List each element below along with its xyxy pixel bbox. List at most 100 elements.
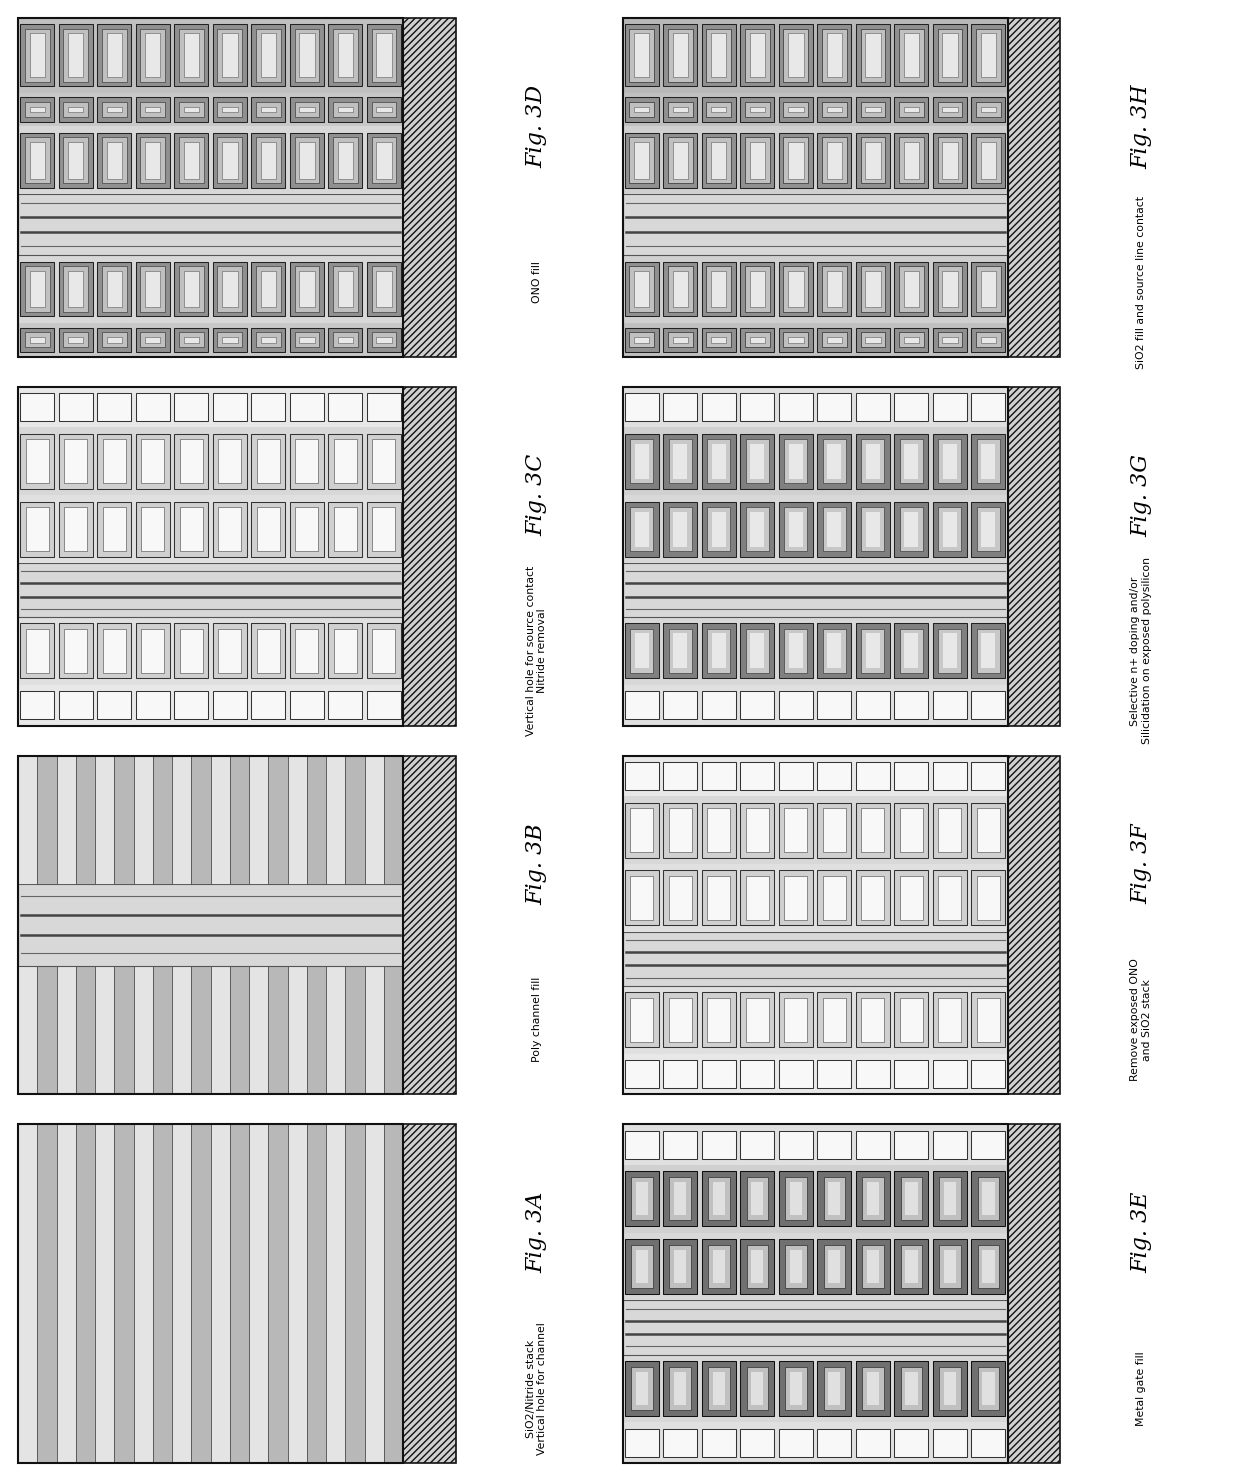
- Bar: [636, 1182, 649, 1216]
- Bar: [702, 871, 735, 926]
- Bar: [37, 1124, 57, 1463]
- Bar: [745, 629, 769, 672]
- Bar: [822, 102, 847, 117]
- Bar: [260, 271, 277, 307]
- Bar: [708, 1367, 729, 1410]
- Bar: [779, 1361, 812, 1416]
- Bar: [622, 1300, 1008, 1355]
- Bar: [329, 502, 362, 557]
- Bar: [625, 1171, 658, 1226]
- Bar: [779, 98, 812, 121]
- Bar: [288, 1124, 306, 1463]
- Bar: [707, 440, 730, 483]
- Bar: [136, 392, 170, 421]
- Bar: [622, 428, 1008, 495]
- Bar: [668, 629, 692, 672]
- Bar: [942, 271, 957, 307]
- Bar: [630, 809, 653, 852]
- Bar: [740, 262, 774, 317]
- Bar: [222, 271, 238, 307]
- Bar: [900, 629, 923, 672]
- Bar: [827, 634, 841, 668]
- Bar: [740, 434, 774, 489]
- Bar: [779, 871, 812, 926]
- Bar: [622, 1166, 1008, 1232]
- Bar: [740, 1429, 774, 1457]
- Text: Fig. 3F: Fig. 3F: [1130, 823, 1152, 905]
- Bar: [663, 1429, 697, 1457]
- Bar: [932, 434, 967, 489]
- Bar: [306, 755, 326, 884]
- Text: SiO2/Nitride stack
Vertical hole for channel: SiO2/Nitride stack Vertical hole for cha…: [526, 1323, 547, 1454]
- Bar: [784, 267, 808, 312]
- Bar: [631, 1246, 652, 1288]
- Bar: [790, 1371, 802, 1405]
- Bar: [191, 1124, 211, 1463]
- Bar: [702, 1429, 735, 1457]
- Bar: [977, 1246, 999, 1288]
- Bar: [25, 138, 50, 184]
- Bar: [290, 692, 324, 720]
- Bar: [707, 875, 730, 920]
- Bar: [971, 133, 1006, 188]
- Bar: [971, 624, 1006, 678]
- Bar: [1008, 755, 1060, 1094]
- Bar: [634, 271, 650, 307]
- Bar: [779, 133, 812, 188]
- Bar: [622, 1355, 1008, 1422]
- Bar: [306, 1124, 326, 1463]
- Bar: [817, 24, 852, 86]
- Bar: [894, 1171, 929, 1226]
- Bar: [403, 18, 455, 357]
- Bar: [25, 267, 50, 312]
- Bar: [175, 392, 208, 421]
- Bar: [789, 444, 802, 478]
- Bar: [939, 507, 961, 551]
- Bar: [817, 262, 852, 317]
- Bar: [663, 133, 697, 188]
- Bar: [751, 1250, 764, 1283]
- Bar: [932, 133, 967, 188]
- Bar: [134, 966, 153, 1094]
- Bar: [982, 1182, 994, 1216]
- Bar: [856, 803, 890, 857]
- Bar: [862, 998, 884, 1041]
- Bar: [673, 444, 687, 478]
- Bar: [971, 434, 1006, 489]
- Bar: [218, 629, 242, 672]
- Bar: [334, 332, 357, 347]
- Bar: [823, 507, 846, 551]
- Bar: [175, 434, 208, 489]
- Bar: [631, 1177, 652, 1220]
- Bar: [268, 755, 288, 884]
- Bar: [702, 761, 735, 789]
- Bar: [20, 327, 55, 352]
- Bar: [711, 338, 727, 342]
- Bar: [817, 392, 852, 421]
- Bar: [268, 1124, 288, 1463]
- Bar: [184, 271, 198, 307]
- Bar: [97, 502, 131, 557]
- Bar: [97, 624, 131, 678]
- Bar: [175, 502, 208, 557]
- Bar: [295, 507, 319, 551]
- Bar: [745, 998, 769, 1041]
- Bar: [367, 624, 401, 678]
- Bar: [779, 692, 812, 720]
- Bar: [971, 502, 1006, 557]
- Bar: [97, 262, 131, 317]
- Bar: [367, 692, 401, 720]
- Bar: [817, 98, 852, 121]
- Bar: [668, 875, 692, 920]
- Bar: [932, 1240, 967, 1294]
- Bar: [329, 392, 362, 421]
- Bar: [376, 271, 392, 307]
- Bar: [19, 387, 403, 726]
- Bar: [668, 138, 693, 184]
- Bar: [779, 434, 812, 489]
- Bar: [856, 1171, 890, 1226]
- Bar: [213, 392, 247, 421]
- Bar: [30, 271, 45, 307]
- Bar: [184, 338, 198, 342]
- Bar: [334, 507, 357, 551]
